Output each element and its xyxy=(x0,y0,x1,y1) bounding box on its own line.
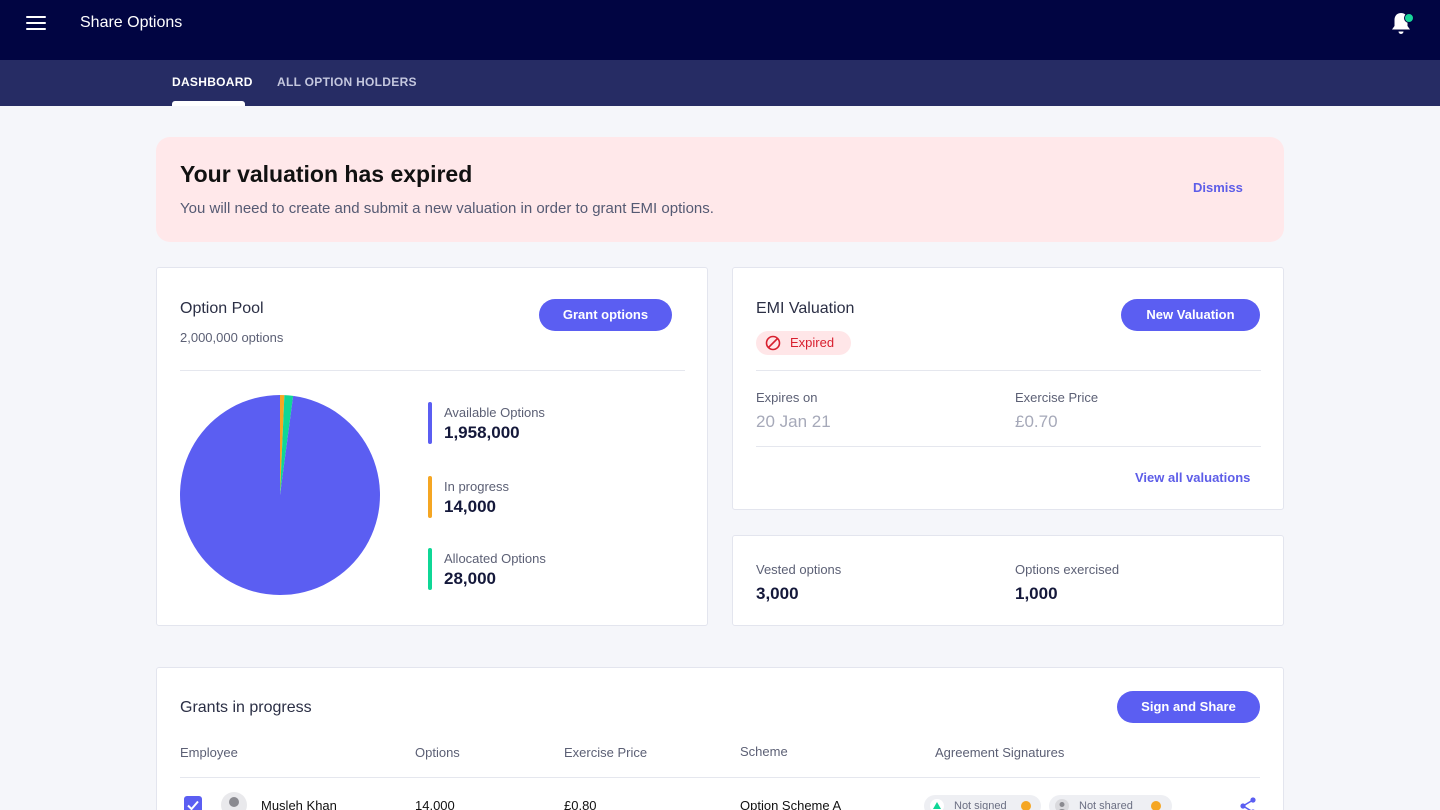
legend-bar-allocated xyxy=(428,548,432,590)
divider xyxy=(180,370,685,371)
valuation-expired-alert: Your valuation has expired You will need… xyxy=(156,137,1284,242)
option-pool-pie-chart xyxy=(180,395,380,595)
tab-bar: DASHBOARD ALL OPTION HOLDERS xyxy=(0,60,1440,106)
tab-dashboard[interactable]: DASHBOARD xyxy=(172,75,253,89)
vested-options-value: 3,000 xyxy=(756,584,799,603)
exercise-price-value: £0.80 xyxy=(564,798,597,810)
active-tab-indicator xyxy=(172,101,245,106)
avatar xyxy=(221,792,247,810)
warning-dot-icon xyxy=(1151,801,1161,810)
alert-text: You will need to create and submit a new… xyxy=(180,200,714,217)
tab-all-option-holders[interactable]: ALL OPTION HOLDERS xyxy=(277,75,417,89)
emi-valuation-title: EMI Valuation xyxy=(756,300,855,317)
employee-name: Musleh Khan xyxy=(261,798,337,810)
legend-value-allocated: 28,000 xyxy=(444,569,496,588)
option-pool-total: 2,000,000 options xyxy=(180,330,284,345)
options-exercised-label: Options exercised xyxy=(1015,562,1120,577)
emi-valuation-card: EMI Valuation New Valuation Expired Expi… xyxy=(732,267,1284,510)
column-header-employee[interactable]: Employee xyxy=(180,745,238,760)
share-icon[interactable] xyxy=(1238,796,1258,810)
legend-label-allocated: Allocated Options xyxy=(444,551,546,566)
view-all-valuations-link[interactable]: View all valuations xyxy=(1135,470,1251,485)
notification-dot xyxy=(1404,13,1414,23)
legend-bar-available xyxy=(428,402,432,444)
not-signed-status[interactable]: Not signed xyxy=(924,795,1041,810)
dismiss-button[interactable]: Dismiss xyxy=(1193,180,1243,195)
not-shared-label: Not shared xyxy=(1079,800,1133,810)
top-app-bar: Share Options xyxy=(0,0,1440,60)
legend-label-available: Available Options xyxy=(444,405,545,420)
divider xyxy=(756,446,1261,447)
legend-value-in-progress: 14,000 xyxy=(444,497,496,516)
column-header-agreement-signatures[interactable]: Agreement Signatures xyxy=(935,745,1065,760)
new-valuation-button[interactable]: New Valuation xyxy=(1121,299,1260,331)
grants-title: Grants in progress xyxy=(180,699,312,716)
checkmark-icon xyxy=(187,800,199,810)
warning-dot-icon xyxy=(1021,801,1031,810)
pie-slice-in-progress xyxy=(280,395,285,495)
avatar-small xyxy=(1055,799,1069,810)
options-value: 14,000 xyxy=(415,798,455,810)
grants-in-progress-card: Grants in progress Sign and Share Employ… xyxy=(156,667,1284,810)
exercise-price-label: Exercise Price xyxy=(1015,390,1099,405)
legend-value-available: 1,958,000 xyxy=(444,423,520,442)
option-pool-title: Option Pool xyxy=(180,300,264,317)
not-signed-label: Not signed xyxy=(954,800,1007,810)
app-title: Share Options xyxy=(80,14,183,31)
expires-on-label: Expires on xyxy=(756,390,818,405)
expires-on-value: 20 Jan 21 xyxy=(756,412,831,431)
column-header-options[interactable]: Options xyxy=(415,745,460,760)
table-header-divider xyxy=(180,777,1260,778)
alert-title: Your valuation has expired xyxy=(180,161,473,187)
exercise-price-value: £0.70 xyxy=(1015,412,1058,431)
pie-slice-allocated-options xyxy=(280,395,294,495)
options-stats-card: Vested options 3,000 Options exercised 1… xyxy=(732,535,1284,626)
grant-options-button[interactable]: Grant options xyxy=(539,299,672,331)
expired-status-badge: Expired xyxy=(756,331,851,355)
signature-icon xyxy=(930,799,944,810)
divider xyxy=(756,370,1261,371)
scheme-value: Option Scheme A xyxy=(740,798,842,810)
column-header-exercise-price[interactable]: Exercise Price xyxy=(564,745,648,760)
vested-options-label: Vested options xyxy=(756,562,842,577)
no-entry-icon xyxy=(765,335,781,351)
pie-slice-available-options xyxy=(180,395,380,595)
expired-status-label: Expired xyxy=(790,335,835,350)
sign-and-share-button[interactable]: Sign and Share xyxy=(1117,691,1260,723)
legend-label-in-progress: In progress xyxy=(444,479,510,494)
menu-icon[interactable] xyxy=(24,14,48,34)
column-header-scheme[interactable]: Scheme xyxy=(740,744,788,759)
legend-bar-in-progress xyxy=(428,476,432,518)
options-exercised-value: 1,000 xyxy=(1015,584,1058,603)
option-pool-card: Option Pool 2,000,000 options Grant opti… xyxy=(156,267,708,626)
not-shared-status[interactable]: Not shared xyxy=(1049,795,1172,810)
row-checkbox[interactable] xyxy=(184,796,202,810)
